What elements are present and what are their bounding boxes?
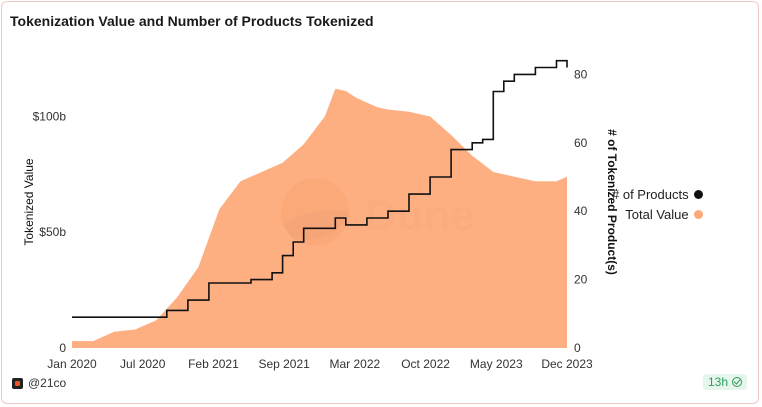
chart-title: Tokenization Value and Number of Product… [10, 13, 374, 29]
x-tick-label: Feb 2021 [188, 357, 239, 371]
y-right-tick-label: 80 [574, 67, 588, 81]
x-tick-label: Jan 2020 [47, 357, 97, 371]
y-right-tick-label: 20 [574, 273, 588, 287]
area-layer [72, 88, 567, 348]
check-circle-icon [732, 377, 743, 387]
x-tick-label: Mar 2022 [330, 357, 381, 371]
refresh-age: 13h [708, 375, 729, 389]
y-axis-left-title: Tokenized Value [22, 158, 36, 245]
y-left-tick-label: 0 [59, 341, 66, 355]
x-tick-label: Oct 2022 [401, 357, 450, 371]
author-handle: @21co [28, 376, 67, 390]
legend-label-products: # of Products [612, 186, 689, 202]
y-right-tick-label: 0 [574, 341, 581, 355]
y-left-tick-label: $100b [33, 109, 67, 123]
legend-dot-value [693, 209, 703, 219]
area-total-value [72, 88, 567, 348]
author-logo-icon [12, 377, 23, 389]
x-tick-label: Jul 2020 [120, 357, 166, 371]
y-axis-right-title: # of Tokenized Product(s) [605, 129, 619, 275]
x-tick-label: Dec 2023 [541, 357, 593, 371]
legend: # of Products Total Value [612, 184, 703, 224]
y-axis-right: 0 20 40 60 80 [574, 67, 588, 355]
refresh-badge[interactable]: 13h [703, 374, 748, 390]
legend-label-value: Total Value [625, 206, 689, 222]
x-tick-label: Sep 2021 [258, 357, 310, 371]
x-tick-label: May 2023 [470, 357, 523, 371]
y-left-tick-label: $50b [39, 225, 66, 239]
y-right-tick-label: 40 [574, 204, 588, 218]
x-axis: Jan 2020 Jul 2020 Feb 2021 Sep 2021 Mar 2022… [47, 357, 593, 371]
y-axis-left: 0 $50b $100b [33, 109, 67, 355]
author-link[interactable]: @21co [12, 376, 66, 390]
line-products [72, 59, 568, 318]
legend-item-value[interactable]: Total Value [612, 204, 703, 224]
line-layer [72, 59, 568, 318]
y-right-tick-label: 60 [574, 136, 588, 150]
legend-item-products[interactable]: # of Products [612, 184, 703, 204]
legend-dot-products [693, 189, 703, 199]
